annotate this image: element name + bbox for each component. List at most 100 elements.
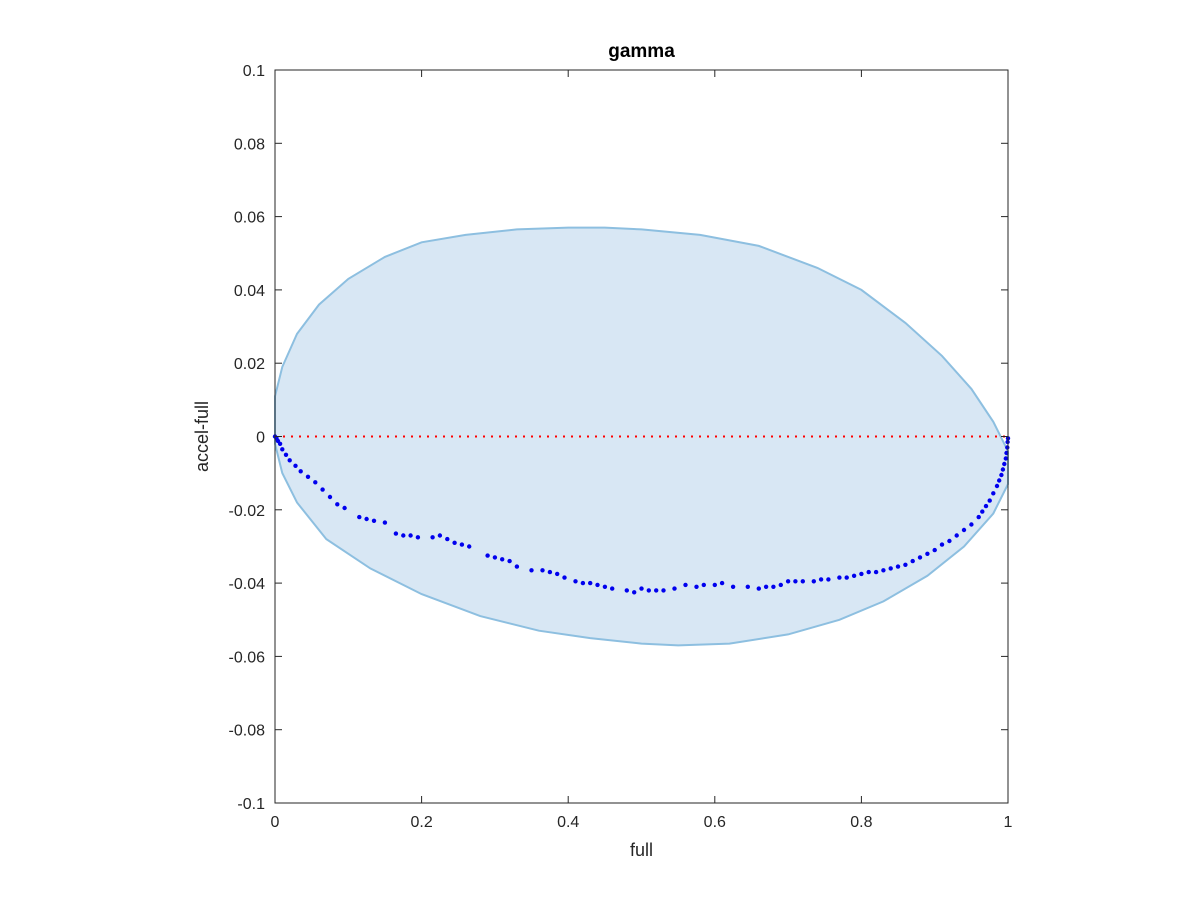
data-point: [730, 584, 736, 589]
data-point: [654, 588, 659, 593]
data-point: [771, 584, 776, 589]
data-point: [991, 491, 996, 496]
x-tick-label: 0: [271, 814, 280, 831]
data-point: [954, 533, 959, 538]
data-point: [793, 579, 798, 584]
data-point: [632, 590, 637, 595]
data-point: [492, 555, 498, 560]
data-point: [1005, 445, 1010, 450]
data-point: [745, 584, 750, 589]
data-point: [756, 586, 761, 591]
data-point: [459, 542, 465, 547]
chart-title: gamma: [608, 41, 675, 62]
data-point: [500, 557, 505, 562]
axis-ticks: 0 0.2 0.4 0.6 0.8 1 -0.1 -0.08 -0.06 -0.04 -0.02 0 0…: [229, 63, 1013, 831]
data-point: [683, 582, 688, 588]
data-point: [452, 540, 457, 545]
data-point: [357, 514, 362, 520]
y-tick-label: -0.06: [229, 649, 266, 666]
data-point: [947, 538, 952, 544]
data-point: [844, 575, 849, 580]
data-point: [610, 586, 615, 591]
data-point: [437, 533, 443, 538]
data-point: [661, 588, 666, 593]
data-point: [999, 472, 1004, 478]
data-point: [925, 551, 930, 556]
data-point: [327, 494, 333, 500]
data-point: [287, 458, 292, 463]
data-point: [719, 580, 725, 586]
data-point: [994, 483, 1000, 489]
plot-area: 0 0.2 0.4 0.6 0.8 1 -0.1 -0.08 -0.06 -0.04 -0.02 0 0…: [229, 63, 1013, 831]
data-point: [624, 588, 629, 593]
y-tick-label: 0.08: [234, 136, 265, 153]
data-point: [976, 514, 981, 520]
data-point: [342, 505, 347, 511]
data-point: [507, 558, 512, 564]
y-tick-label: 0: [256, 430, 265, 447]
data-point: [485, 553, 490, 558]
data-point: [939, 542, 945, 547]
data-point: [555, 571, 560, 577]
data-point: [529, 568, 534, 573]
data-point: [712, 582, 717, 588]
data-point: [1000, 467, 1006, 472]
data-point: [467, 544, 472, 549]
data-point: [837, 575, 842, 580]
data-point: [547, 569, 553, 575]
y-tick-label: -0.08: [229, 723, 266, 740]
data-point: [562, 575, 567, 580]
data-point: [393, 531, 399, 536]
data-point: [811, 579, 816, 584]
data-point: [305, 474, 311, 479]
data-point: [646, 588, 651, 593]
y-tick-label: 0.04: [234, 283, 265, 300]
data-point: [851, 573, 857, 578]
data-point: [1002, 461, 1007, 467]
data-point: [371, 518, 377, 523]
x-tick-label: 1: [1004, 814, 1013, 831]
x-tick-label: 0.4: [557, 814, 579, 831]
data-point: [895, 564, 901, 569]
data-point: [298, 469, 303, 474]
data-point: [888, 566, 893, 571]
data-point: [997, 478, 1002, 483]
data-point: [364, 516, 369, 522]
x-tick-label: 0.8: [850, 814, 872, 831]
scatter-series: [272, 434, 1011, 595]
data-point: [415, 535, 421, 540]
data-point: [283, 452, 289, 457]
data-point: [983, 503, 989, 509]
data-point: [701, 582, 706, 588]
data-point: [932, 547, 937, 553]
data-point: [866, 569, 871, 575]
data-point: [280, 447, 285, 452]
data-point: [917, 555, 923, 560]
data-point: [969, 522, 974, 527]
data-point: [401, 533, 406, 538]
y-tick-label: 0.06: [234, 210, 265, 227]
data-point: [778, 582, 783, 588]
data-point: [672, 586, 677, 591]
data-point: [580, 580, 586, 586]
data-point: [445, 536, 450, 542]
data-point: [573, 579, 578, 584]
y-tick-label: 0.02: [234, 356, 265, 373]
data-point: [961, 527, 967, 533]
data-point: [903, 562, 908, 567]
y-tick-label: -0.1: [237, 796, 265, 813]
data-point: [595, 582, 600, 588]
data-point: [873, 569, 879, 575]
x-tick-label: 0.6: [704, 814, 726, 831]
data-point: [785, 579, 791, 584]
data-point: [382, 520, 388, 525]
data-point: [514, 564, 520, 569]
y-tick-label: -0.02: [229, 503, 266, 520]
data-point: [588, 580, 593, 586]
x-tick-label: 0.2: [410, 814, 432, 831]
data-point: [763, 584, 769, 589]
data-point: [320, 487, 325, 492]
data-point: [335, 502, 340, 507]
data-point: [859, 571, 864, 577]
data-point: [826, 577, 831, 582]
